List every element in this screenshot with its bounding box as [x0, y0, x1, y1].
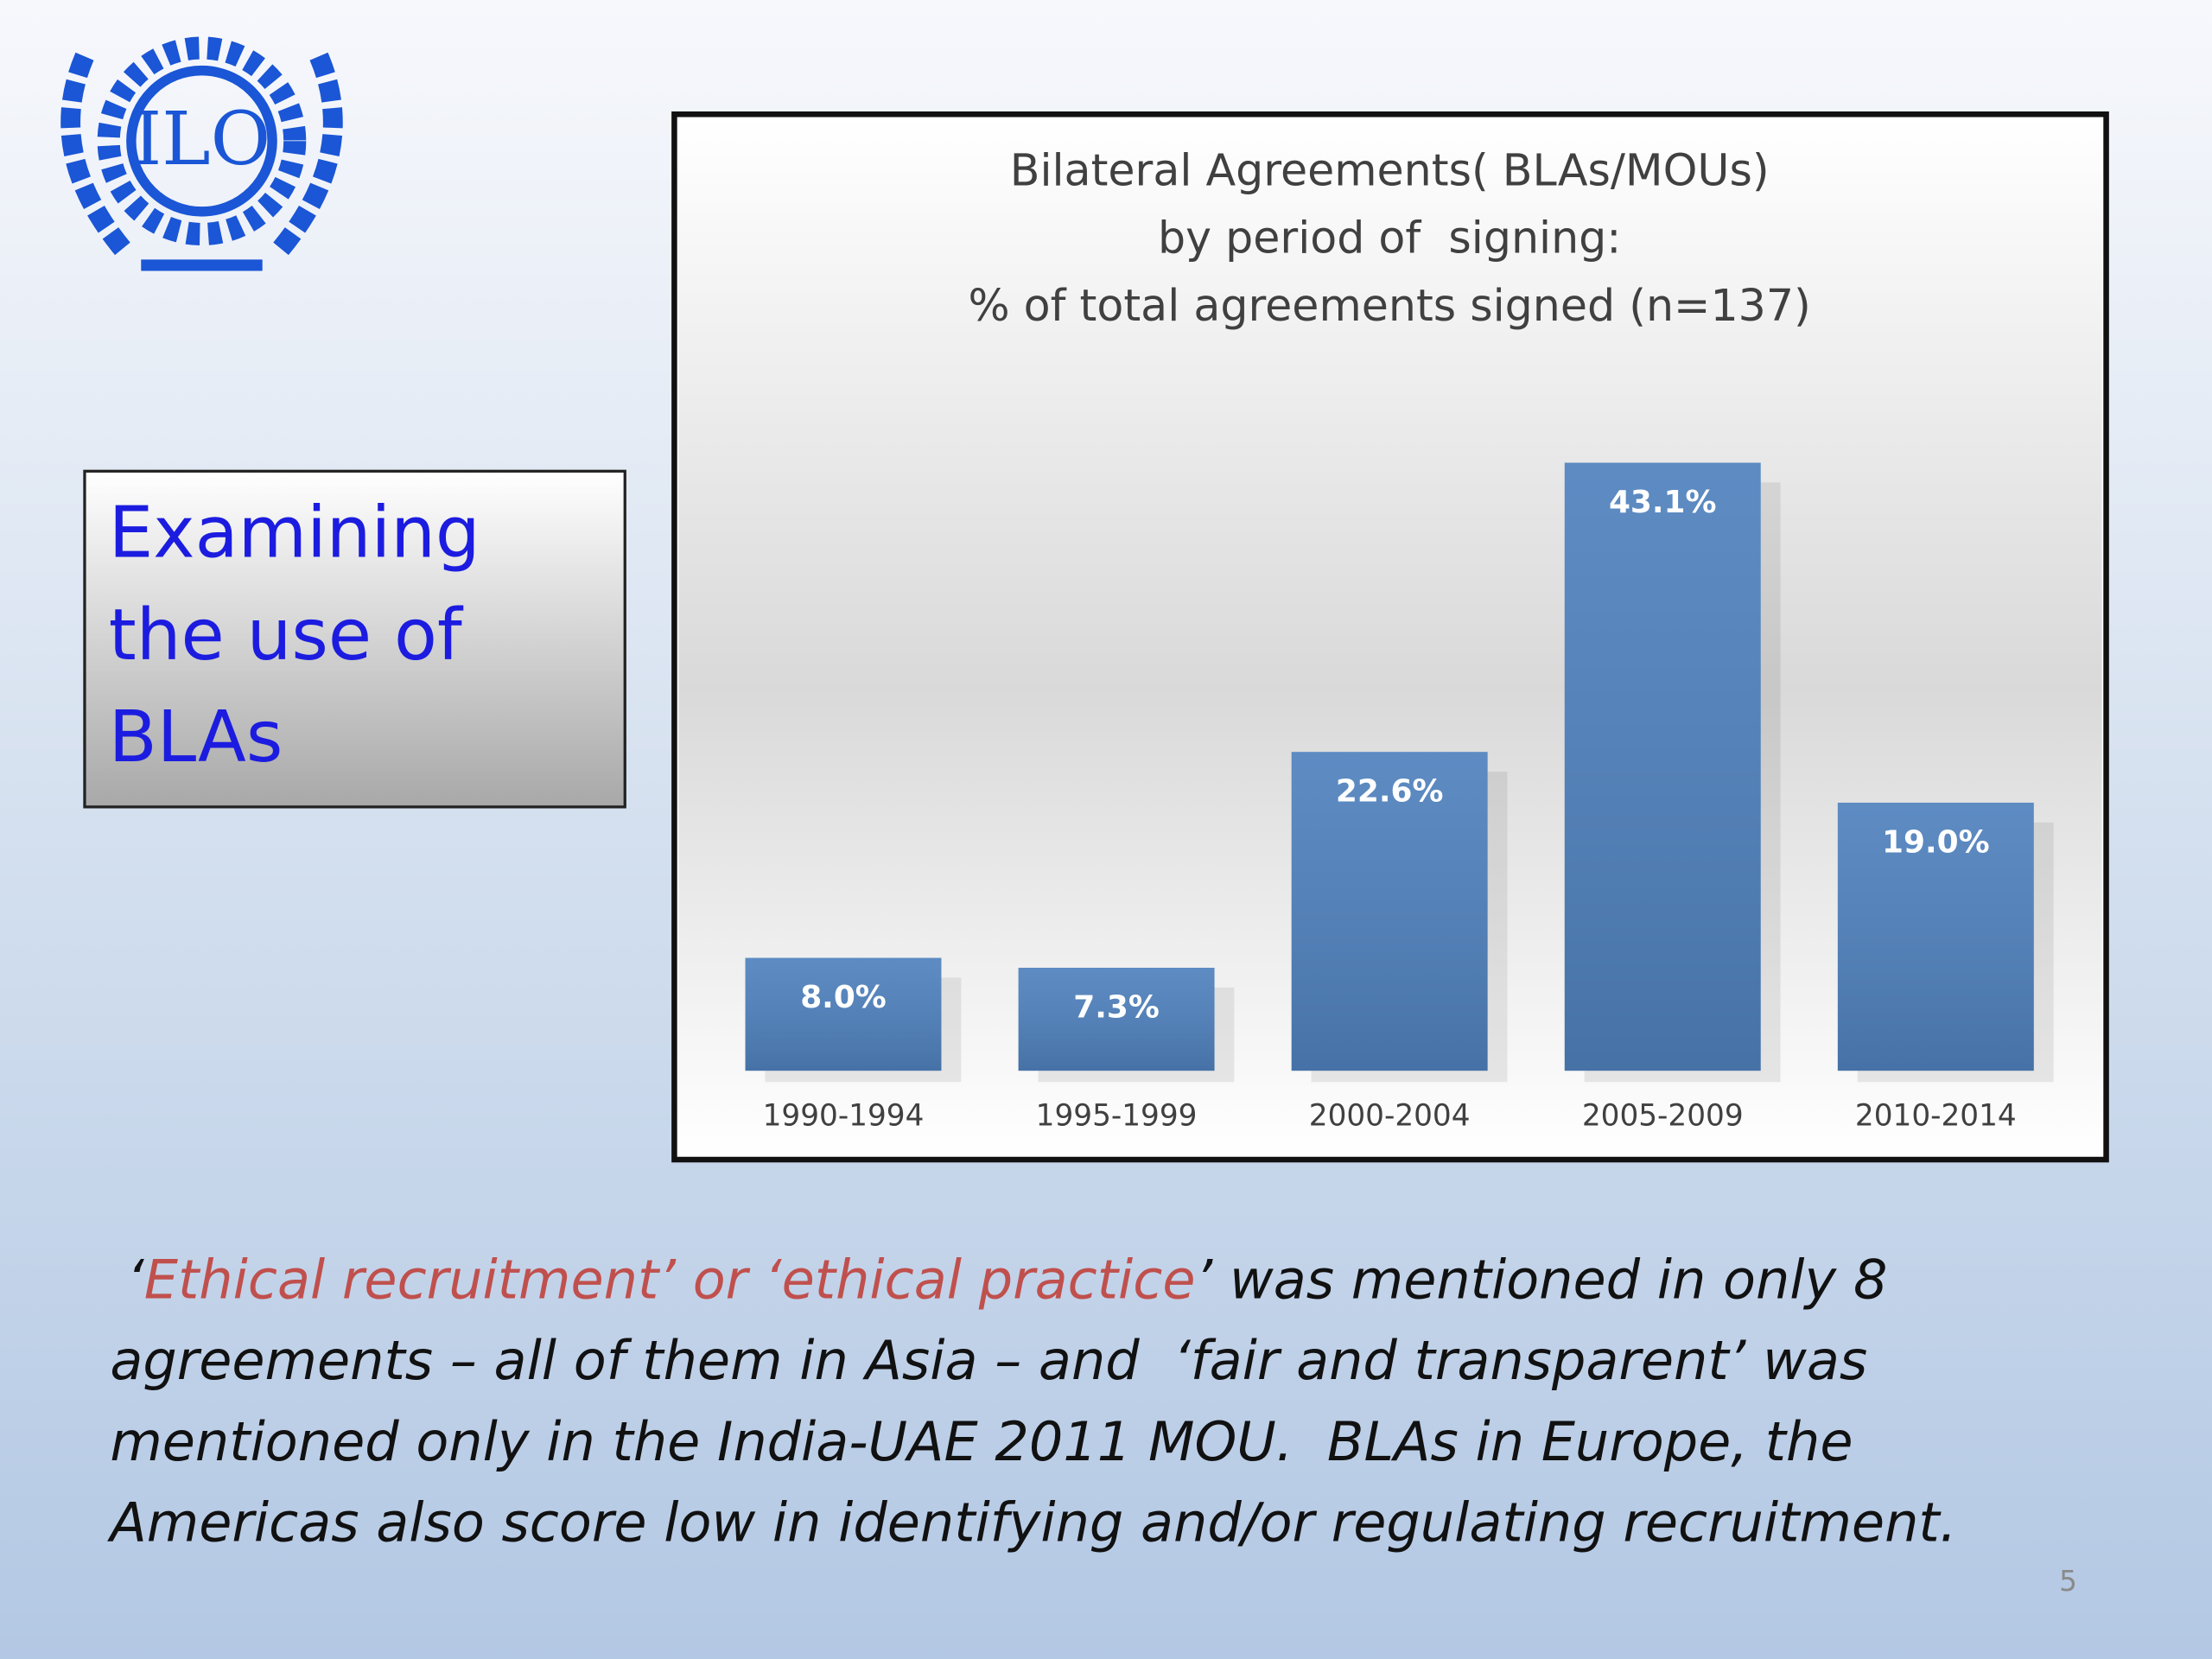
x-tick-label: 2005-2009 — [1582, 1099, 1744, 1134]
side-box — [83, 469, 626, 809]
logo-text: ILO — [133, 97, 270, 182]
body-segment: Americas also score low in identifying a… — [106, 1491, 1956, 1554]
chart-title: % of total agreements signed (n=137) — [968, 280, 1810, 331]
body-line: Americas also score low in identifying a… — [106, 1491, 1956, 1554]
chart-title: by period of signing: — [1158, 213, 1621, 264]
bar-shade — [1018, 968, 1215, 1071]
logo-gear — [97, 36, 307, 246]
chart-title: Bilateral Agreements( BLAs/MOUs) — [1010, 144, 1770, 195]
x-tick-label: 1990-1994 — [763, 1099, 925, 1134]
x-tick-label: 1995-1999 — [1036, 1099, 1198, 1134]
body-line: ‘Ethical recruitment’ or ‘ethical practi… — [110, 1249, 1887, 1312]
body-segment: mentioned only in the India-UAE 2011 MOU… — [110, 1410, 1853, 1473]
body-segment: Ethical recruitment’ or ‘ethical practic… — [144, 1249, 1196, 1312]
logo: ILO — [60, 36, 343, 271]
side-box-line: BLAs — [109, 696, 283, 779]
data-label: 7.3% — [1073, 989, 1160, 1025]
body-segment: ‘ — [110, 1249, 144, 1312]
page-number: 5 — [2059, 1565, 2077, 1598]
bar-shade — [1837, 802, 2034, 1071]
side-box-line: Examining — [109, 492, 480, 574]
logo-ring — [126, 65, 277, 217]
body-line: agreements – all of them in Asia – and ‘… — [110, 1329, 1867, 1392]
data-label: 43.1% — [1609, 485, 1717, 520]
bar-shade — [1564, 462, 1761, 1071]
body-segment: agreements – all of them in Asia – and ‘… — [110, 1329, 1867, 1392]
body-segment: ’ was mentioned in only 8 — [1196, 1249, 1888, 1312]
body-line: mentioned only in the India-UAE 2011 MOU… — [110, 1410, 1853, 1473]
data-label: 19.0% — [1882, 824, 1990, 860]
bar-shade — [1291, 752, 1488, 1071]
bar-shade — [745, 957, 942, 1071]
data-label: 22.6% — [1336, 774, 1444, 810]
data-label: 8.0% — [800, 980, 887, 1015]
x-tick-label: 2010-2014 — [1855, 1099, 2017, 1134]
x-tick-label: 2000-2004 — [1309, 1099, 1471, 1134]
side-box-line: the use of — [109, 594, 464, 677]
